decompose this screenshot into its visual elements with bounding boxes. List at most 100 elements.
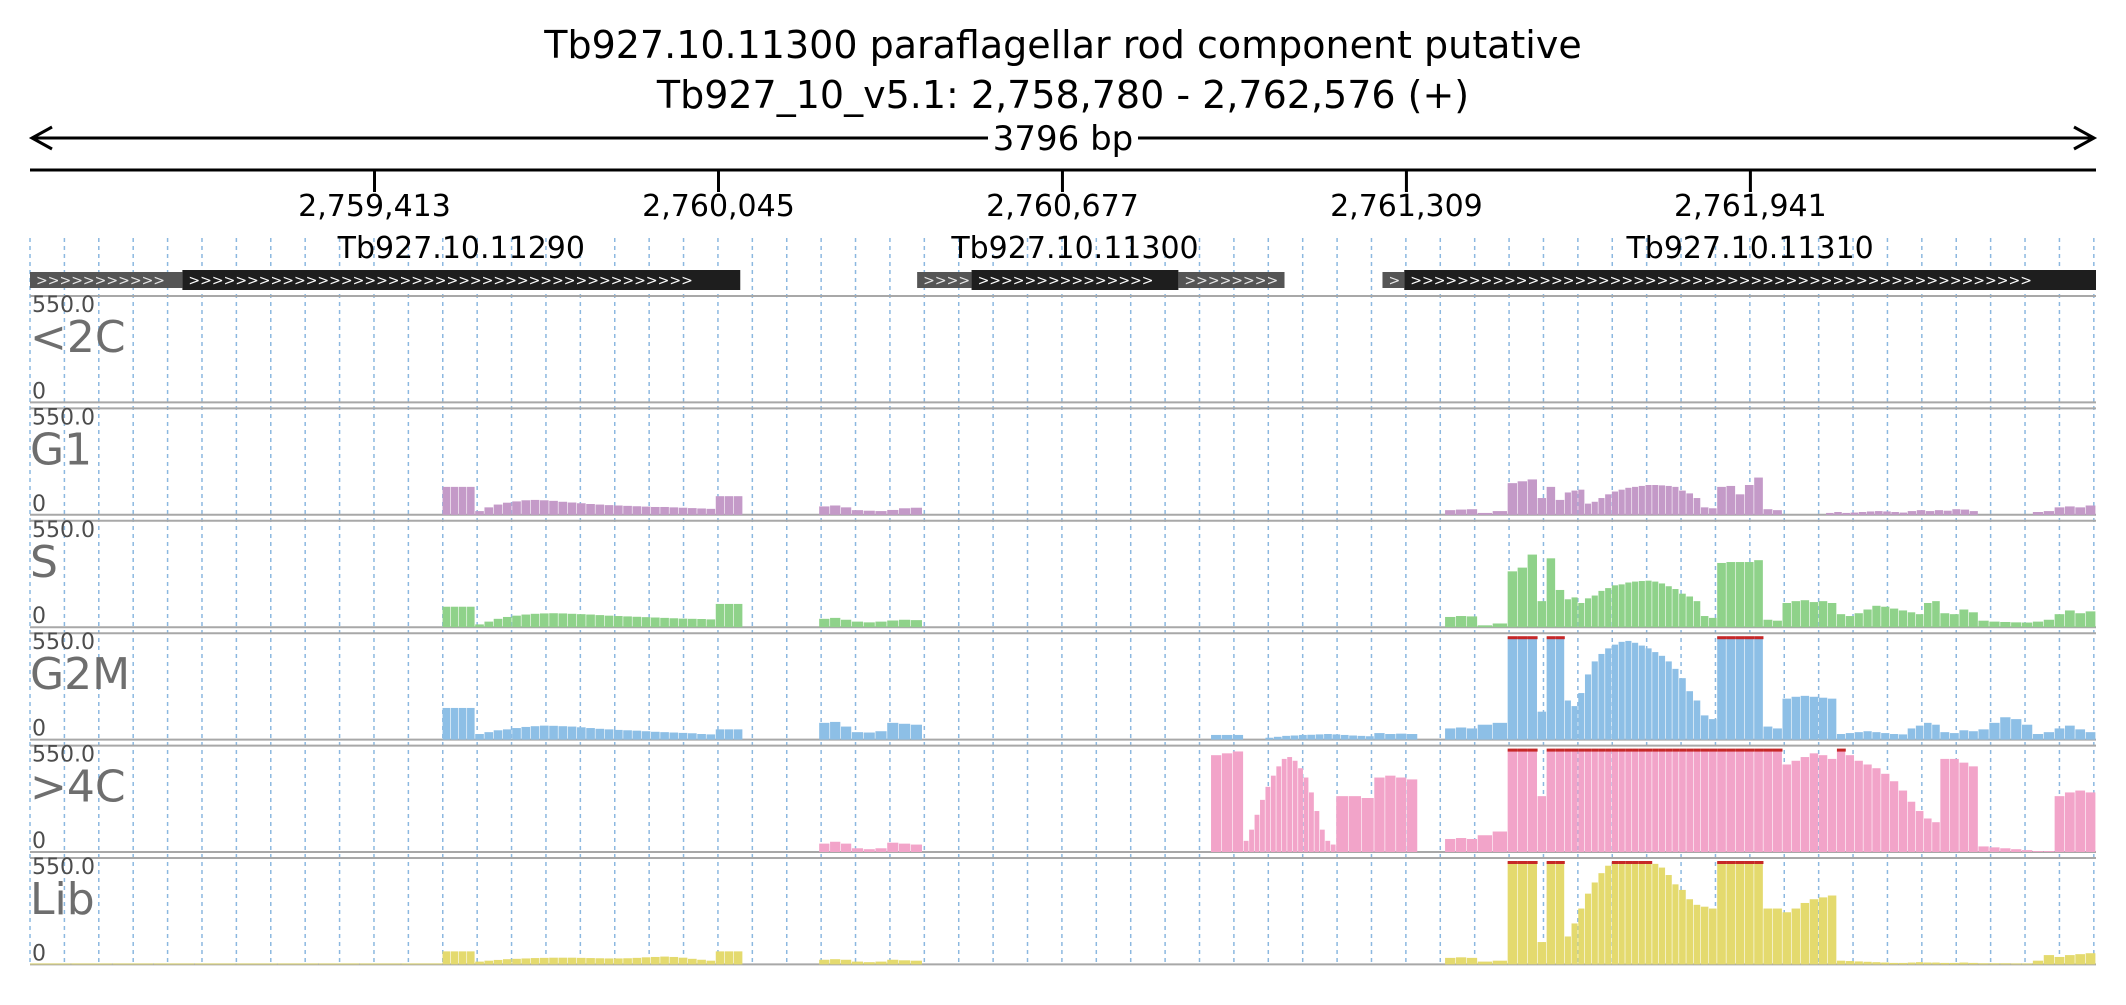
coverage-bar — [1665, 586, 1672, 628]
coverage-bar — [1959, 609, 1969, 628]
coverage-bar — [1679, 889, 1686, 965]
coverage-bar — [549, 500, 558, 515]
coverage-bar — [1507, 749, 1518, 852]
coverage-bar — [1527, 637, 1537, 740]
coverage-bar — [660, 617, 669, 628]
coverage-bar — [1899, 512, 1908, 515]
coverage-bar — [1924, 818, 1932, 852]
coverage-bar — [1455, 509, 1467, 515]
coverage-bar — [1809, 602, 1819, 628]
coverage-bar — [1638, 485, 1645, 515]
clipped-marker — [1517, 748, 1528, 752]
coverage-bar — [1374, 777, 1385, 852]
clipped-marker — [1658, 748, 1666, 752]
gene-label: Tb927.10.11310 — [1625, 231, 1873, 266]
coverage-bar — [1836, 960, 1846, 965]
clipped-marker — [1555, 748, 1565, 752]
coverage-bar — [2064, 955, 2075, 965]
coverage-bar — [1507, 483, 1518, 515]
coverage-bar — [1940, 732, 1950, 740]
coverage-bar — [1625, 487, 1632, 515]
coverage-bar — [1934, 510, 1944, 515]
clipped-marker — [1726, 748, 1736, 752]
coverage-bar — [1665, 661, 1672, 740]
gene-utr-5 — [917, 272, 972, 288]
coverage-bar — [1385, 775, 1396, 852]
coverage-bar — [1754, 477, 1763, 515]
coverage-bar — [2032, 851, 2044, 852]
coverage-bar — [623, 958, 632, 965]
coverage-bar — [595, 728, 605, 740]
coverage-bar — [2064, 725, 2075, 740]
coverage-bar — [530, 499, 540, 515]
coverage-bar — [1881, 733, 1890, 740]
coverage-bar — [1652, 485, 1659, 515]
clipped-marker — [1735, 636, 1745, 640]
coverage-bar — [1598, 498, 1605, 515]
coverage-bar — [1598, 873, 1605, 965]
gene-model: >>>> >>>>>>>>>>>>>>>>>>>>>>>Tb927.10.1130… — [917, 231, 1285, 290]
coverage-bar — [1477, 512, 1493, 515]
coverage-bar — [1940, 962, 1950, 965]
coverage-bar — [1455, 616, 1467, 628]
coverage-bar — [458, 486, 467, 515]
coverage-bar — [1726, 562, 1736, 628]
chart-subtitle: Tb927_10_v5.1: 2,758,780 - 2,762,576 (+) — [656, 73, 1469, 117]
coverage-bar — [1281, 758, 1287, 852]
coverage-bar — [1611, 491, 1618, 515]
coverage-bar — [706, 619, 716, 628]
coverage-bar — [467, 707, 475, 740]
clipped-marker — [1754, 861, 1764, 864]
gene-utr-5 — [30, 272, 183, 288]
coverage-bar — [502, 729, 512, 740]
coverage-bar — [2085, 505, 2096, 515]
coverage-bar — [1537, 796, 1547, 852]
coverage-bar — [1598, 590, 1605, 628]
coverage-bar — [558, 957, 568, 965]
coverage-bar — [1307, 734, 1316, 740]
coverage-bar — [595, 615, 605, 628]
coverage-bar — [1959, 962, 1969, 965]
coverage-bar — [1571, 923, 1578, 965]
coverage-bar — [1492, 511, 1508, 515]
coverage-bar — [1891, 512, 1899, 515]
coverage-bar — [623, 505, 632, 515]
gene-cds — [1404, 270, 2096, 290]
coverage-bar — [1638, 581, 1645, 628]
coverage-bar — [1772, 728, 1782, 740]
coverage-bar — [1827, 698, 1837, 740]
coverage-bar — [641, 506, 651, 515]
coverage-bar — [910, 960, 922, 965]
gridlines — [29, 238, 2095, 965]
coverage-bar — [521, 614, 531, 628]
coverage-bar — [2064, 506, 2075, 515]
coverage-bar — [669, 732, 679, 740]
clipped-marker — [1625, 861, 1633, 864]
clipped-marker — [1693, 748, 1701, 752]
coverage-bar — [1605, 494, 1612, 515]
coverage-bar — [1632, 581, 1639, 628]
coverage-bar — [502, 616, 512, 628]
coverage-bar — [1406, 779, 1418, 852]
coverage-bar — [1836, 749, 1846, 852]
coverage-bar — [467, 606, 475, 628]
coverage-bar — [1898, 962, 1908, 965]
coverage-bar — [1652, 581, 1659, 628]
gene-utr-5 — [1382, 272, 1405, 288]
coverage-bar — [1726, 749, 1736, 852]
coverage-bar — [1298, 768, 1303, 852]
coverage-bar — [887, 722, 899, 740]
coverage-bar — [1679, 749, 1686, 852]
coverage-track: 550.0 0 >4C — [30, 743, 2096, 854]
coverage-bar — [586, 614, 595, 628]
coverage-bar — [1854, 613, 1863, 628]
clipped-marker — [1679, 748, 1687, 752]
coverage-bar — [1555, 499, 1565, 515]
coverage-bar — [2075, 954, 2086, 965]
coverage-bar — [1537, 942, 1547, 965]
coverage-bar — [1292, 760, 1298, 852]
gene-cds — [971, 270, 1179, 290]
coverage-bar — [2064, 792, 2075, 852]
strand-arrows: >>>> — [923, 273, 970, 289]
coverage-bar — [1537, 711, 1547, 740]
